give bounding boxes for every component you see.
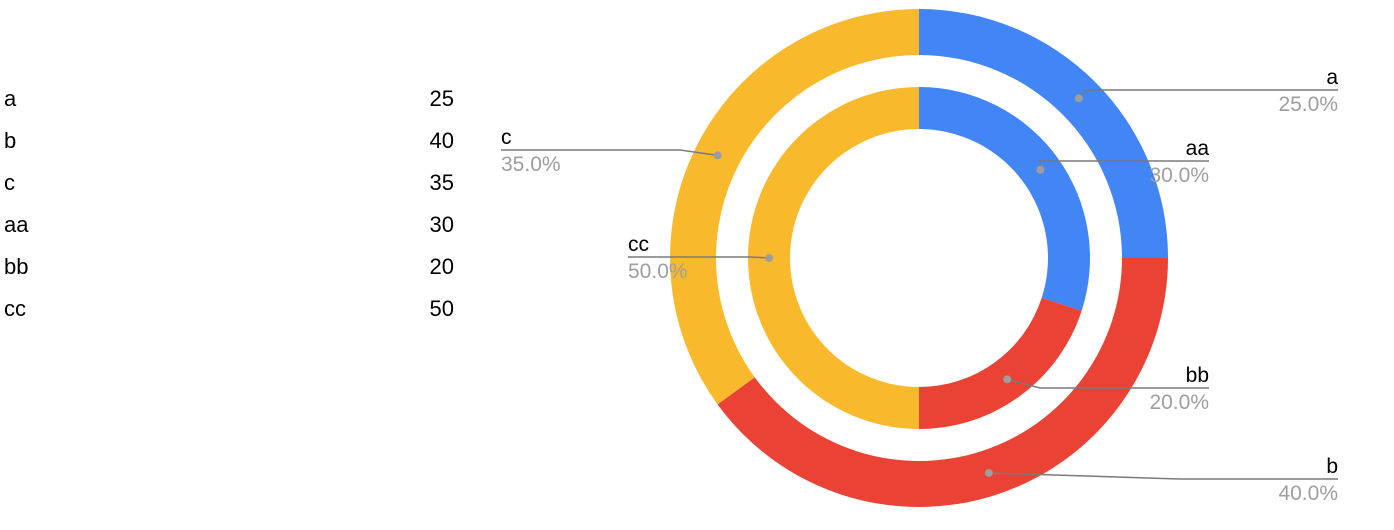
callout-line-c — [501, 149, 718, 157]
callout-dot-cc — [765, 254, 773, 262]
callout-dot-a — [1074, 94, 1083, 103]
row-value: 25 — [429, 86, 454, 111]
slice-percent-c: 35.0% — [501, 153, 561, 176]
slice-percent-a: 25.0% — [1278, 93, 1338, 116]
slice-label-cc: cc — [628, 233, 649, 256]
table-row: bb 20 — [0, 246, 470, 288]
callout-dot-bb — [1003, 375, 1012, 384]
row-label: a — [4, 86, 17, 111]
table-row: b 40 — [0, 120, 470, 162]
callout-dot-c — [713, 151, 722, 160]
slice-aa — [919, 87, 1090, 311]
callout-dot-aa — [1036, 165, 1045, 174]
slice-c — [670, 9, 919, 405]
slice-percent-cc: 50.0% — [628, 260, 688, 283]
row-label: b — [4, 128, 17, 153]
row-value: 40 — [429, 128, 454, 153]
table-row: a 25 — [0, 78, 470, 120]
data-table: a 25 b 40 c 35 aa 30 bb 20 cc 50 — [0, 78, 470, 330]
slice-percent-b: 40.0% — [1278, 482, 1338, 505]
row-value: 50 — [429, 296, 454, 321]
slice-label-aa: aa — [1186, 137, 1210, 160]
table-row: cc 50 — [0, 288, 470, 330]
slice-label-b: b — [1326, 455, 1338, 478]
callout-dot-b — [984, 468, 993, 477]
slice-label-a: a — [1326, 66, 1338, 89]
slice-b — [717, 258, 1168, 507]
row-label: cc — [4, 296, 26, 321]
slice-cc — [748, 87, 919, 429]
slice-percent-aa: 30.0% — [1149, 164, 1209, 187]
row-label: aa — [4, 212, 29, 237]
row-value: 30 — [429, 212, 454, 237]
row-value: 35 — [429, 170, 454, 195]
slice-a — [919, 9, 1168, 258]
slice-label-c: c — [501, 126, 512, 149]
row-label: c — [4, 170, 15, 195]
callout-line-b — [988, 472, 1338, 480]
table-row: c 35 — [0, 162, 470, 204]
callout-line-bb — [1006, 378, 1209, 389]
slice-percent-bb: 20.0% — [1149, 391, 1209, 414]
row-value: 20 — [429, 254, 454, 279]
slice-label-bb: bb — [1186, 364, 1209, 387]
slice-bb — [919, 297, 1082, 429]
donut-chart: a 25.0% b 40.0% c 35.0% aa 30.0% bb 20.0% cc 50.0% — [501, 9, 1338, 507]
row-label: bb — [4, 254, 29, 279]
callout-line-cc — [628, 256, 770, 259]
table-row: aa 30 — [0, 204, 470, 246]
